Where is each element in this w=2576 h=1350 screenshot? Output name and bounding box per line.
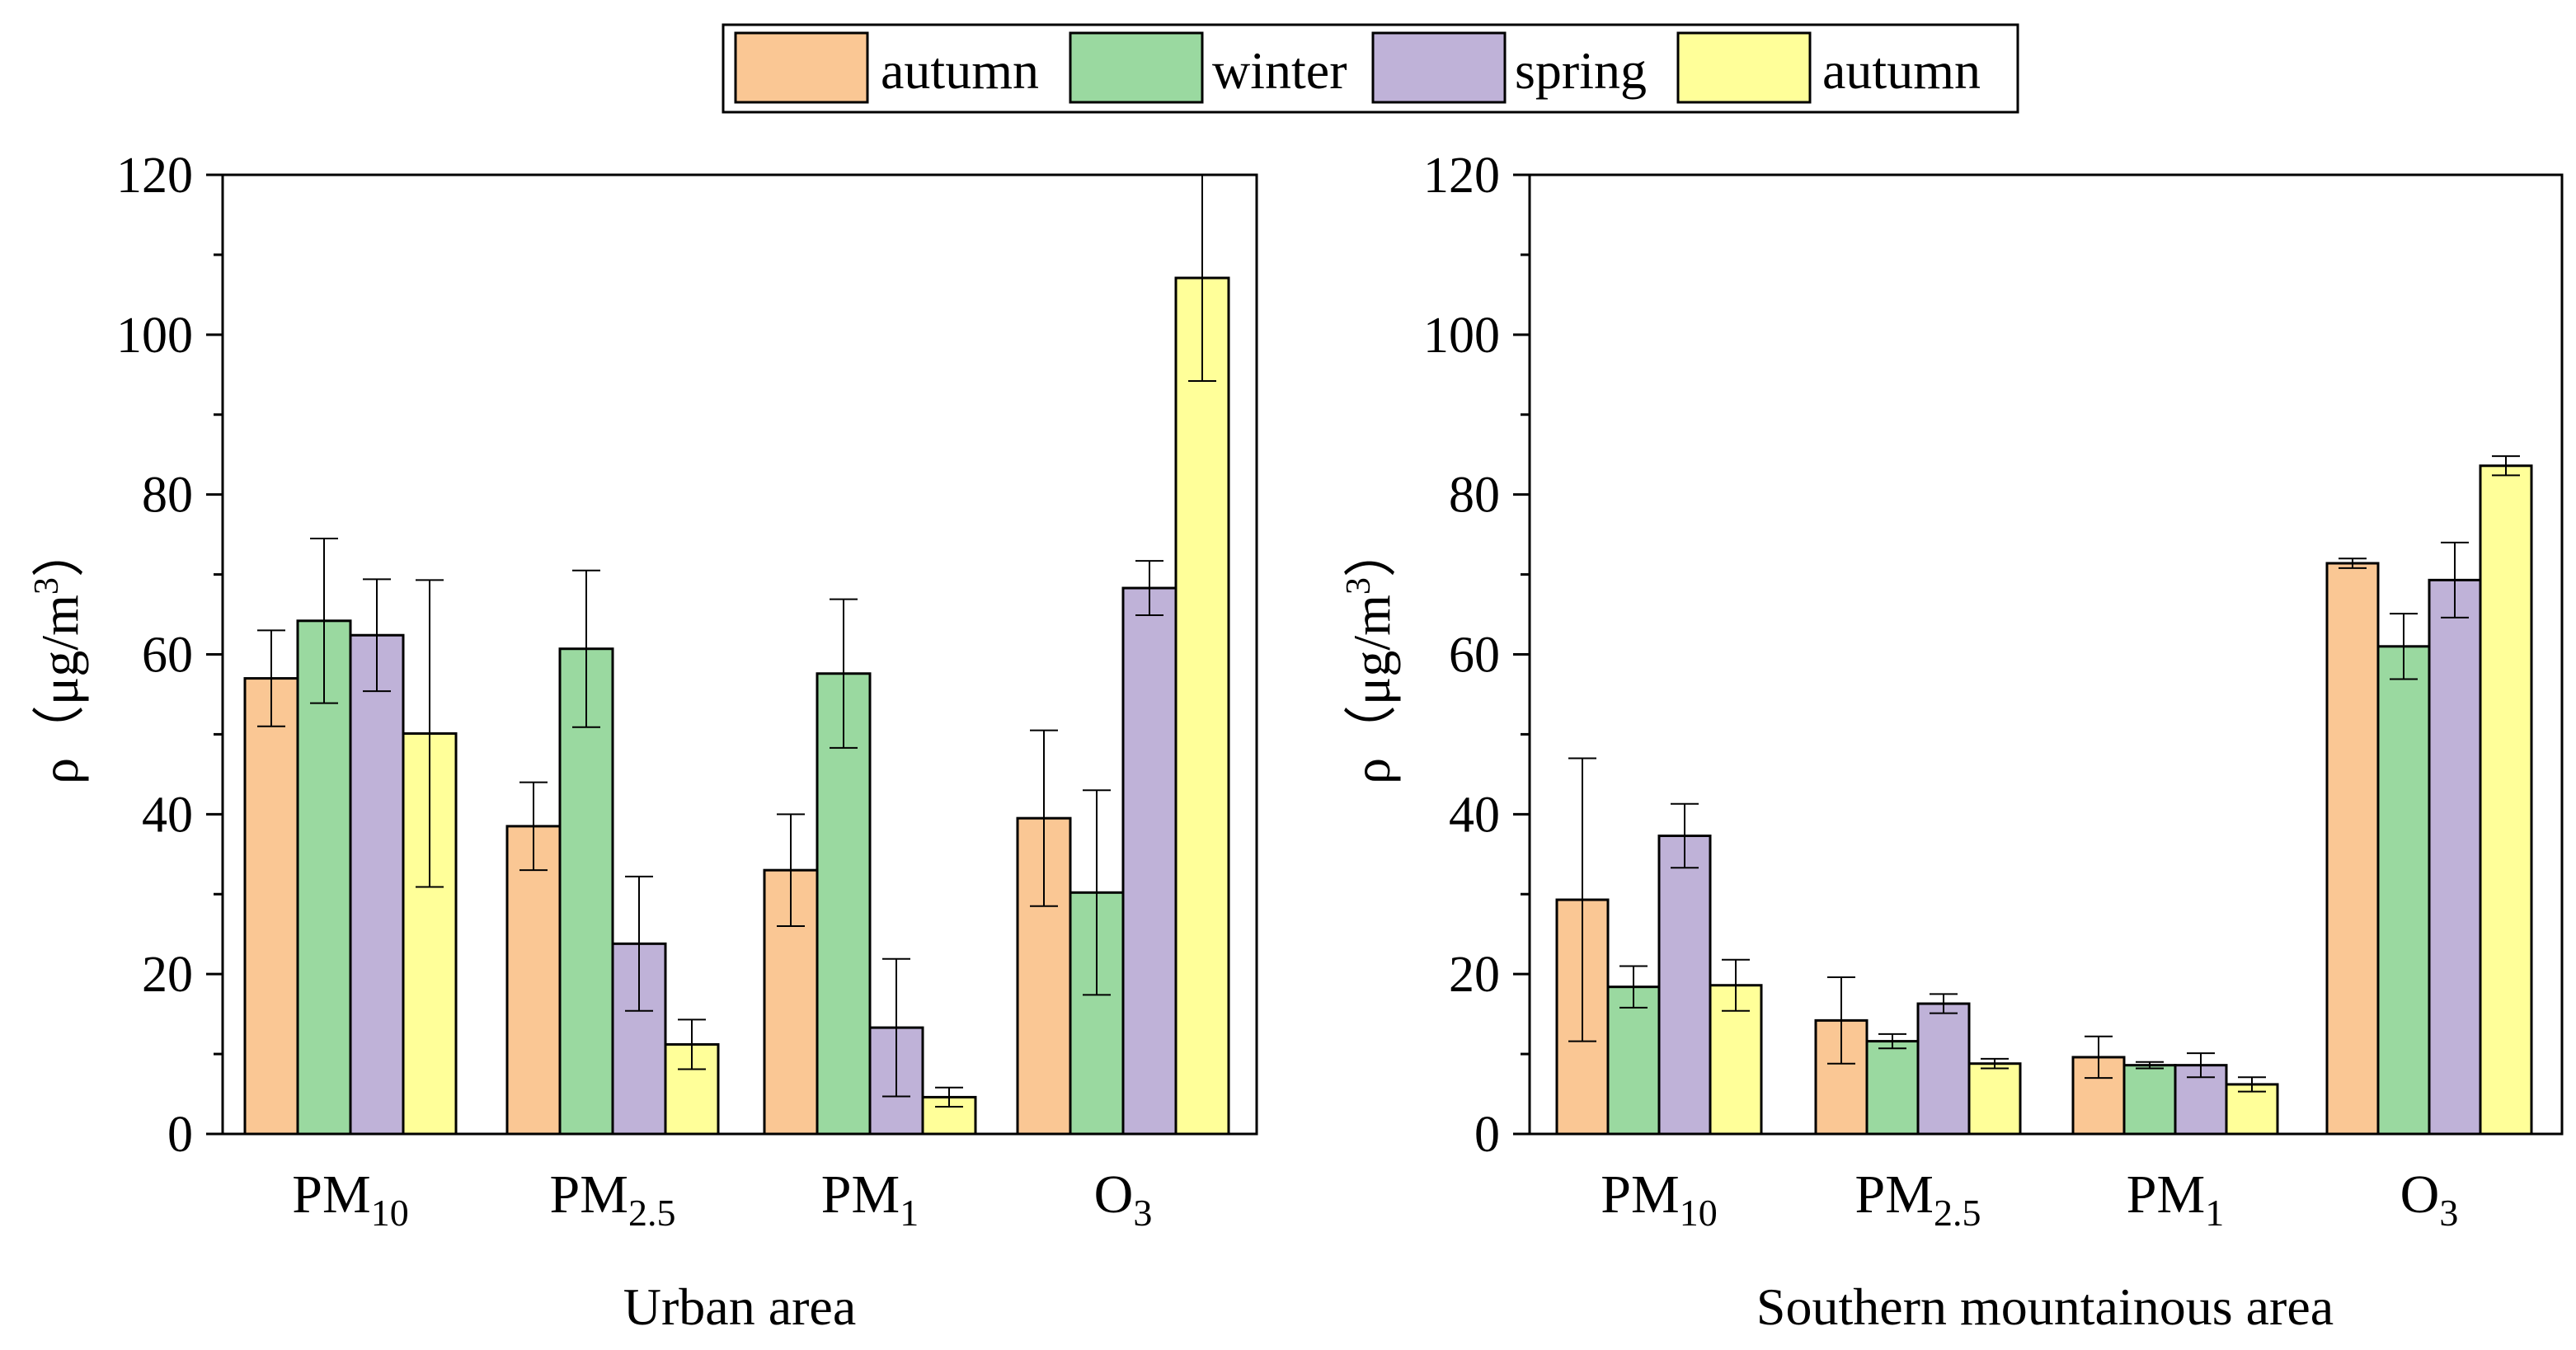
legend-swatch-winter (1069, 31, 1204, 104)
bar-autumn-1 (505, 825, 562, 1136)
legend-swatch-autumn (1676, 31, 1812, 104)
plot-frame (221, 173, 1258, 1136)
y-tick-label: 80 (142, 468, 193, 524)
y-tick-label: 20 (1449, 947, 1500, 1003)
legend-label-autumn: autumn (881, 41, 1039, 100)
bar-autumn-1 (1967, 1062, 2022, 1136)
category-label-main: PM (292, 1164, 370, 1225)
y-tick-label: 0 (167, 1107, 193, 1163)
legend-label-spring: spring (1515, 41, 1647, 100)
category-label-sub: 1 (900, 1192, 919, 1234)
plot-frame (1528, 173, 2564, 1136)
bar-autumn-0 (243, 677, 299, 1136)
y-tick-label: 40 (142, 787, 193, 843)
bar-winter-1 (558, 647, 614, 1136)
category-label: PM1 (821, 1164, 919, 1234)
category-label: PM1 (2127, 1164, 2224, 1234)
legend-label-winter: winter (1212, 41, 1347, 100)
y-tick-label: 120 (116, 148, 193, 204)
bar-spring-0 (349, 633, 405, 1136)
category-label: PM10 (292, 1164, 408, 1234)
bar-autumn-3 (1174, 276, 1230, 1136)
bar-autumn-3 (2479, 464, 2533, 1136)
category-label-sub: 3 (1133, 1192, 1152, 1234)
category-label: O3 (2400, 1164, 2459, 1234)
y-axis-label: ρ（μg/m3） (1340, 524, 1401, 784)
category-label-sub: 2.5 (628, 1192, 676, 1234)
y-axis-label-close: ） (1342, 524, 1401, 577)
category-label-main: PM (1855, 1164, 1934, 1225)
category-label-main: PM (1601, 1164, 1679, 1225)
y-axis-label-main: ρ（μg/m (31, 595, 89, 784)
category-label: PM2.5 (550, 1164, 676, 1234)
bar-spring-3 (1121, 586, 1178, 1136)
y-tick-label: 100 (116, 308, 193, 364)
y-tick-label: 0 (1474, 1107, 1500, 1163)
category-label: O3 (1094, 1164, 1153, 1234)
bar-winter-0 (1606, 985, 1661, 1136)
category-label-main: PM (550, 1164, 628, 1225)
y-tick-label: 20 (142, 947, 193, 1003)
legend-swatch-autumn (734, 31, 869, 104)
y-axis-label: ρ（μg/m3） (28, 524, 89, 784)
y-tick-label: 120 (1423, 148, 1500, 204)
bar-winter-0 (296, 619, 352, 1136)
category-label-sub: 3 (2439, 1192, 2458, 1234)
y-tick-label: 60 (1449, 628, 1500, 684)
category-label: PM2.5 (1855, 1164, 1981, 1234)
category-label-sub: 2.5 (1934, 1192, 1981, 1234)
category-label-main: O (2400, 1164, 2440, 1225)
chart-title: Urban area (623, 1277, 856, 1336)
category-label-main: O (1094, 1164, 1134, 1225)
bar-winter-2 (2122, 1064, 2177, 1136)
category-label-sub: 10 (1680, 1192, 1718, 1234)
category-label: PM10 (1601, 1164, 1717, 1234)
y-tick-label: 60 (142, 628, 193, 684)
y-tick-label: 100 (1423, 308, 1500, 364)
bar-spring-3 (2428, 578, 2482, 1136)
y-tick-label: 40 (1449, 787, 1500, 843)
bar-winter-2 (816, 672, 872, 1136)
category-label-main: PM (821, 1164, 900, 1225)
category-label-sub: 10 (371, 1192, 409, 1234)
y-axis-label-sup: 3 (1340, 577, 1378, 595)
y-axis-label-close: ） (31, 524, 89, 577)
y-tick-label: 80 (1449, 468, 1500, 524)
bar-spring-0 (1657, 835, 1712, 1136)
y-axis-label-sup: 3 (28, 577, 66, 595)
category-label-main: PM (2127, 1164, 2205, 1225)
bar-winter-3 (2376, 645, 2431, 1136)
legend: autumn winter spring autumn (722, 23, 2019, 114)
legend-swatch-spring (1371, 31, 1507, 104)
y-axis-label-main: ρ（μg/m (1342, 595, 1401, 784)
legend-label-autumn: autumn (1822, 41, 1981, 100)
bar-autumn-3 (2325, 562, 2380, 1136)
chart-title: Southern mountainous area (1756, 1277, 2334, 1336)
bar-spring-1 (1916, 1002, 1971, 1136)
bar-winter-1 (1865, 1040, 1920, 1136)
category-label-sub: 1 (2205, 1192, 2224, 1234)
